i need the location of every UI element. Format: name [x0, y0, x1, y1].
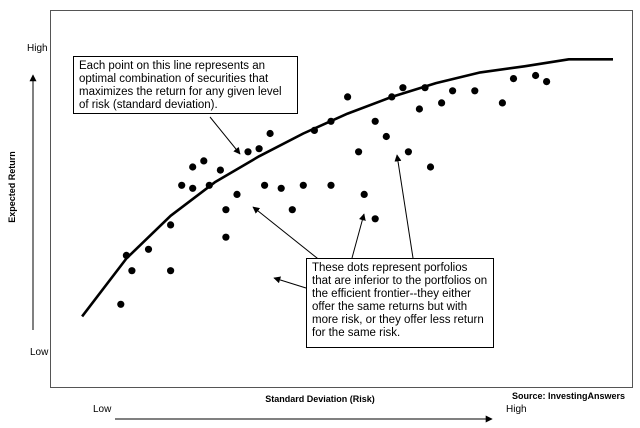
portfolio-dot: [360, 190, 368, 198]
inferior-arrow-1: [252, 206, 323, 263]
portfolio-dot: [299, 181, 307, 189]
y-axis-title: Expected Return: [7, 151, 17, 223]
portfolio-dot: [244, 148, 252, 156]
chart-frame: [50, 10, 633, 388]
portfolio-dot: [266, 129, 274, 138]
portfolio-dot: [449, 87, 457, 95]
portfolio-dot: [200, 157, 208, 165]
inferior-arrow-3: [394, 154, 414, 259]
efficient-frontier-line: [81, 57, 613, 318]
portfolio-dot: [327, 181, 335, 189]
source-credit: Source: InvestingAnswers: [512, 391, 626, 401]
portfolio-dot: [344, 93, 352, 101]
portfolio-dot: [355, 148, 363, 156]
portfolio-dot: [404, 148, 412, 156]
portfolio-dot: [167, 267, 175, 275]
portfolio-dot: [255, 145, 263, 153]
portfolio-dot: [438, 99, 446, 107]
portfolio-dot: [216, 166, 224, 174]
portfolio-dot: [144, 245, 153, 253]
portfolio-dot: [128, 267, 136, 275]
portfolio-dot: [371, 117, 379, 125]
portfolio-dot: [543, 78, 551, 86]
portfolio-dot: [277, 184, 285, 192]
portfolio-dot: [233, 190, 241, 198]
portfolio-dot: [399, 84, 407, 92]
inferior-arrow-4: [273, 276, 307, 289]
portfolio-dot: [205, 181, 213, 189]
portfolio-dot: [310, 126, 318, 134]
portfolio-dot: [167, 221, 175, 229]
frontier-callout-arrow: [209, 116, 241, 155]
portfolio-dot: [288, 206, 296, 214]
inferior-portfolios-callout: These dots represent porfolios that are …: [306, 258, 494, 348]
portfolio-dot: [421, 84, 429, 92]
portfolio-dot: [327, 117, 335, 125]
portfolio-dot: [532, 71, 540, 80]
y-axis-low-label: Low: [30, 347, 49, 358]
portfolio-dot: [261, 181, 269, 189]
portfolio-dot: [178, 181, 186, 189]
portfolio-dot: [426, 163, 435, 171]
x-axis-title: Standard Deviation (Risk): [265, 394, 375, 404]
inferior-arrow-2: [351, 213, 366, 259]
portfolio-dot: [222, 233, 230, 241]
portfolio-dot: [471, 87, 479, 95]
portfolio-dot: [189, 163, 197, 171]
x-axis-high-label: High: [506, 404, 527, 415]
portfolio-dot: [382, 132, 390, 141]
portfolio-dot: [415, 105, 423, 113]
portfolio-dot: [388, 93, 396, 101]
portfolio-dot: [509, 75, 518, 83]
x-axis-low-label: Low: [93, 404, 112, 415]
y-axis-high-label: High: [27, 43, 48, 54]
portfolio-dot: [117, 300, 125, 308]
portfolio-dot: [371, 215, 379, 223]
efficient-frontier-callout: Each point on this line represents an op…: [73, 56, 298, 114]
portfolio-dot: [189, 184, 197, 192]
portfolio-dot: [498, 99, 506, 107]
portfolio-dot: [222, 206, 230, 214]
portfolio-dot: [122, 251, 130, 259]
